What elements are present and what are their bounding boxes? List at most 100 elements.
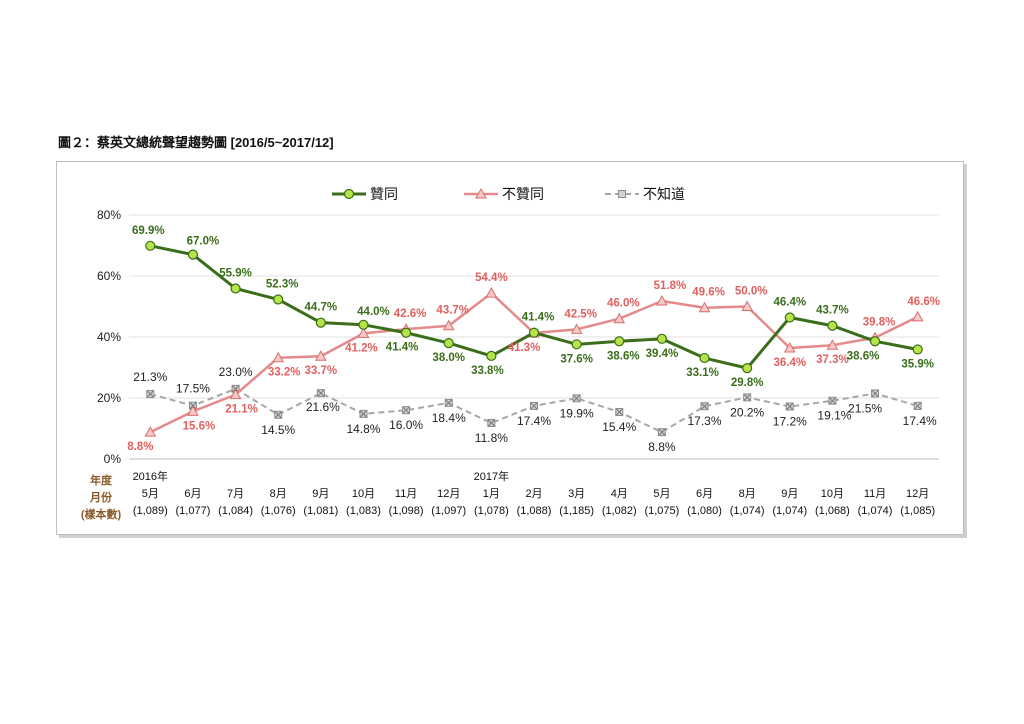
- x-tick-month: 8月: [270, 488, 287, 500]
- x-tick-sample: (1,085): [900, 505, 935, 517]
- approve-data-label: 52.3%: [266, 278, 299, 290]
- approve-point: [869, 336, 881, 347]
- disapprove-point: [357, 327, 370, 338]
- approve-data-label: 67.0%: [187, 236, 220, 248]
- disapprove-data-label: 43.7%: [436, 305, 469, 317]
- x-axis-name: 年度: [90, 473, 113, 487]
- x-tick-month: 11月: [864, 488, 886, 500]
- legend-marker-unknown: [618, 190, 626, 198]
- approve-point: [145, 240, 156, 251]
- y-tick-label: 40%: [97, 330, 121, 344]
- approve-data-label: 69.9%: [132, 225, 165, 237]
- unknown-point-cross: [360, 410, 367, 418]
- disapprove-data-label: 42.5%: [564, 308, 597, 320]
- unknown-data-label: 17.3%: [688, 414, 722, 428]
- unknown-point-cross: [871, 390, 879, 397]
- unknown-data-label: 18.4%: [432, 411, 466, 425]
- disapprove-data-label: 21.1%: [225, 404, 258, 416]
- approve-data-label: 55.9%: [219, 268, 252, 280]
- x-tick-sample: (1,068): [815, 505, 850, 517]
- disapprove-point: [485, 287, 498, 298]
- x-tick-sample: (1,075): [644, 505, 679, 517]
- x-tick-sample: (1,082): [602, 505, 637, 517]
- disapprove-point: [656, 294, 668, 306]
- x-tick-month: 6月: [696, 488, 713, 500]
- chart-frame: 0% 20% 40% 60% 80% 2016年 5月 (1,089) 6月 (1,077) 7月 (…: [56, 161, 964, 535]
- disapprove-point: [229, 388, 242, 400]
- approve-data-label: 35.9%: [901, 359, 934, 371]
- unknown-point-cross: [743, 394, 751, 401]
- disapprove-data-label: 51.8%: [654, 280, 687, 292]
- x-tick-month: 10月: [821, 488, 844, 500]
- approve-point: [656, 333, 667, 344]
- x-tick-sample: (1,098): [389, 505, 424, 517]
- x-tick-sample: (1,084): [218, 505, 253, 517]
- legend-marker-disapprove: [475, 187, 487, 199]
- x-tick-month: 5月: [653, 488, 670, 500]
- x-tick-month: 12月: [906, 488, 929, 500]
- unknown-point-cross: [402, 406, 410, 414]
- approve-point: [699, 352, 710, 364]
- x-tick-sample: (1,185): [559, 505, 594, 517]
- disapprove-point: [741, 300, 754, 311]
- unknown-data-label: 17.4%: [517, 414, 551, 428]
- disapprove-data-label: 41.2%: [345, 342, 378, 354]
- approve-point: [486, 350, 497, 362]
- unknown-point-cross: [829, 397, 836, 405]
- unknown-point-cross: [274, 411, 282, 419]
- disapprove-point: [144, 426, 157, 437]
- disapprove-data-label: 39.8%: [863, 317, 896, 329]
- approve-data-label: 39.4%: [646, 348, 679, 360]
- unknown-point-cross: [317, 389, 325, 397]
- unknown-point-cross: [530, 402, 538, 410]
- x-tick-month: 2月: [525, 488, 542, 500]
- unknown-data-label: 14.8%: [346, 422, 380, 436]
- x-tick-month: 6月: [184, 488, 201, 500]
- x-axis-name: (樣本數): [81, 507, 122, 521]
- x-tick-sample: (1,074): [730, 505, 765, 517]
- approve-data-label: 38.6%: [607, 350, 640, 362]
- unknown-point-cross: [786, 403, 794, 410]
- x-tick-month: 3月: [568, 488, 585, 500]
- disapprove-data-label: 49.6%: [692, 287, 725, 299]
- unknown-data-label: 19.9%: [560, 406, 594, 420]
- unknown-point-cross: [914, 402, 922, 410]
- approve-data-label: 37.6%: [560, 353, 593, 365]
- unknown-data-label: 15.4%: [602, 420, 636, 434]
- unknown-data-label: 17.4%: [903, 414, 937, 428]
- unknown-data-label: 17.5%: [176, 382, 210, 396]
- x-tick-sample: (1,097): [431, 505, 466, 517]
- approve-data-label: 43.7%: [816, 305, 849, 317]
- legend-label-approve: 贊同: [370, 186, 398, 202]
- x-tick-month: 12月: [437, 488, 460, 500]
- unknown-data-label: 20.2%: [730, 405, 764, 419]
- x-tick-month: 7月: [227, 488, 244, 500]
- x-tick-month: 5月: [142, 488, 159, 500]
- legend-label-unknown: 不知道: [643, 186, 685, 202]
- disapprove-point: [698, 301, 711, 313]
- approve-data-label: 44.7%: [305, 302, 338, 314]
- approve-point: [528, 327, 540, 338]
- x-tick-month: 4月: [611, 488, 628, 500]
- approve-point: [230, 283, 241, 294]
- approve-data-label: 38.6%: [847, 350, 880, 362]
- y-tick-label: 0%: [104, 452, 122, 466]
- disapprove-data-label: 41.3%: [508, 342, 541, 354]
- legend-marker-approve: [343, 188, 355, 200]
- x-tick-sample: (1,089): [133, 505, 168, 517]
- y-tick-label: 60%: [97, 269, 121, 283]
- approve-point: [443, 338, 454, 349]
- approve-point: [315, 317, 326, 328]
- disapprove-point: [442, 319, 455, 331]
- x-tick-month: 1月: [483, 488, 500, 500]
- x-tick-sample: (1,088): [517, 505, 552, 517]
- disapprove-point: [826, 339, 839, 350]
- disapprove-data-label: 50.0%: [735, 286, 768, 298]
- disapprove-point: [187, 405, 199, 416]
- legend-label-disapprove: 不贊同: [502, 186, 544, 202]
- x-tick-month: 9月: [781, 488, 798, 500]
- disapprove-point: [314, 350, 327, 361]
- disapprove-data-label: 37.3%: [816, 354, 849, 366]
- disapprove-data-label: 42.6%: [394, 308, 427, 320]
- y-tick-label: 20%: [97, 391, 121, 405]
